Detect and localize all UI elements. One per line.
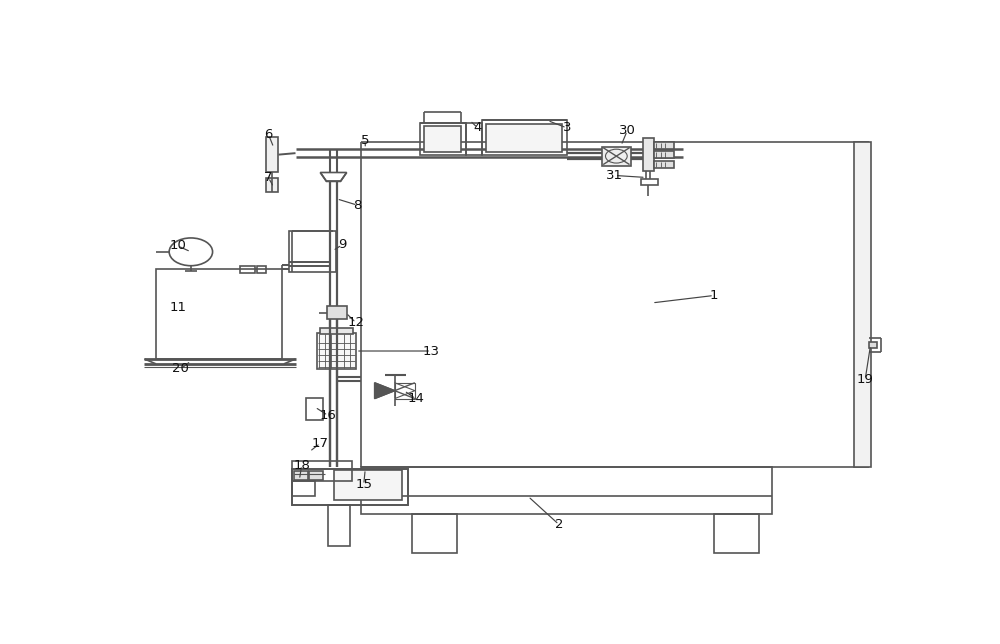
Bar [486, 124, 562, 152]
Text: 14: 14 [407, 392, 424, 405]
Text: 1: 1 [710, 289, 718, 302]
Bar [240, 266, 255, 273]
Text: 15: 15 [355, 478, 372, 491]
Text: 11: 11 [169, 301, 186, 314]
Bar [294, 471, 308, 480]
Bar [869, 341, 877, 348]
Text: 5: 5 [361, 134, 370, 147]
Text: 10: 10 [169, 240, 186, 252]
Text: 2: 2 [555, 518, 563, 531]
Bar [317, 333, 356, 369]
Bar [654, 160, 674, 167]
Bar [412, 514, 457, 553]
Bar [266, 178, 278, 193]
Text: 9: 9 [338, 238, 346, 251]
Text: 4: 4 [473, 121, 482, 135]
Bar [361, 466, 772, 514]
Bar [156, 269, 282, 359]
Bar [654, 151, 674, 158]
Bar [334, 470, 402, 500]
Bar [420, 123, 466, 155]
Text: 20: 20 [172, 363, 189, 375]
Bar [292, 482, 315, 497]
Bar [714, 514, 759, 553]
Text: 12: 12 [347, 316, 364, 329]
Text: 16: 16 [320, 409, 336, 422]
Bar [641, 179, 658, 185]
Bar [482, 120, 567, 155]
Text: 3: 3 [562, 121, 571, 135]
Bar [654, 142, 674, 149]
Bar [289, 231, 336, 272]
Text: 19: 19 [857, 374, 874, 386]
Text: 18: 18 [293, 459, 310, 471]
Text: 31: 31 [606, 169, 623, 182]
Text: 30: 30 [619, 124, 636, 137]
Bar [466, 123, 482, 155]
Text: 6: 6 [264, 128, 273, 141]
Polygon shape [375, 383, 395, 399]
Bar [854, 142, 871, 466]
Text: 17: 17 [312, 437, 329, 450]
Text: 8: 8 [353, 199, 362, 212]
Bar [292, 460, 352, 482]
Bar [306, 398, 323, 421]
Text: 13: 13 [423, 345, 440, 357]
Bar [266, 137, 278, 173]
Bar [326, 307, 347, 319]
Bar [424, 126, 461, 152]
Text: 7: 7 [264, 171, 273, 184]
Bar [257, 266, 266, 273]
Bar [309, 471, 323, 480]
Bar [643, 138, 654, 171]
Bar [602, 147, 631, 166]
Bar [292, 469, 408, 505]
Bar [328, 505, 350, 546]
Bar [320, 328, 353, 334]
